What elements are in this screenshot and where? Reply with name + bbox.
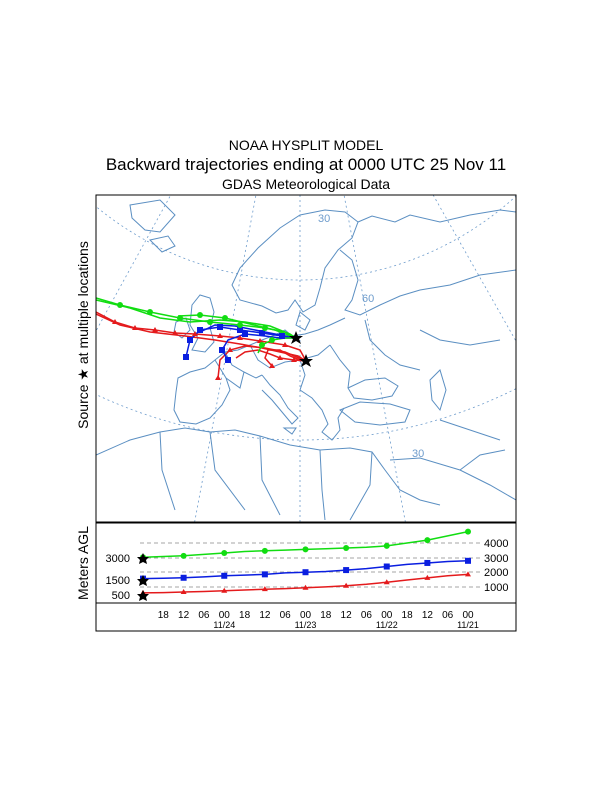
height-label-4000: 4000	[484, 538, 508, 550]
profile-point-2-16	[465, 528, 471, 535]
profile-y-axis-label: Meters AGL	[75, 526, 91, 600]
profile-point-1-16	[465, 557, 471, 564]
profile-point-1-6	[261, 571, 268, 578]
lat-label-60: 60	[362, 293, 374, 305]
hour-tick-2: 06	[198, 610, 210, 621]
hour-tick-11: 00	[381, 610, 393, 621]
hour-tick-labels: 18 12 06 00 18 12 06 00 18 12 06 00 18 12 06 00	[158, 610, 474, 621]
hour-tick-3: 00	[219, 610, 231, 621]
profile-point-0-4	[221, 587, 228, 593]
profile-point-2-14	[424, 537, 431, 544]
latitude-grid	[96, 195, 516, 441]
profile-point-0-10	[343, 582, 350, 588]
start-stars	[137, 553, 149, 601]
svg-text:Source ★ at multiple locations: Source ★ at multiple locations	[75, 241, 91, 429]
start-height-1500: 1500	[106, 575, 130, 587]
profile-point-0-6	[261, 586, 268, 592]
hour-tick-8: 18	[320, 610, 332, 621]
trajectory-subtitle: Backward trajectories ending at 0000 UTC…	[105, 155, 507, 174]
hour-tick-0: 18	[158, 610, 170, 621]
hour-tick-15: 00	[462, 610, 474, 621]
hour-tick-7: 00	[300, 610, 312, 621]
profile-point-0-8	[302, 584, 309, 590]
hour-tick-6: 06	[280, 610, 292, 621]
hour-tick-5: 12	[259, 610, 271, 621]
profile-point-1-14	[424, 559, 431, 566]
date-tick-1: 11/23	[295, 620, 317, 630]
start-height-500: 500	[112, 590, 130, 602]
height-label-2000: 2000	[484, 567, 508, 579]
date-tick-3: 11/21	[457, 620, 479, 630]
height-label-3000: 3000	[484, 553, 508, 565]
longitude-grid	[96, 195, 516, 522]
source-side-label: Source ★ at multiple locations	[75, 241, 91, 429]
profile-point-0-14	[424, 574, 431, 580]
hour-tick-14: 06	[442, 610, 454, 621]
profile-line-2	[142, 530, 469, 559]
hour-tick-4: 18	[239, 610, 251, 621]
profile-series	[140, 528, 471, 595]
date-tick-labels: 11/24 11/23 11/22 11/21	[213, 620, 479, 630]
profile-point-1-10	[343, 567, 350, 574]
hour-tick-12: 18	[402, 610, 414, 621]
lat-label-30-south: 30	[412, 448, 424, 460]
profile-point-1-8	[302, 569, 309, 576]
hour-tick-10: 06	[361, 610, 373, 621]
height-label-1000: 1000	[484, 582, 508, 594]
lat-label-30-north: 30	[318, 213, 330, 225]
profile-point-1-12	[383, 563, 390, 570]
profile-point-0-12	[383, 579, 390, 585]
model-title: NOAA HYSPLIT MODEL	[228, 137, 384, 153]
profile-point-2-6	[261, 547, 268, 554]
start-height-3000: 3000	[106, 553, 130, 565]
hour-tick-9: 12	[341, 610, 353, 621]
svg-text:Meters AGL: Meters AGL	[75, 526, 91, 600]
trajectory-markers	[112, 302, 313, 380]
map-frame	[95, 194, 517, 523]
time-axis-frame	[95, 602, 517, 632]
hour-tick-1: 12	[178, 610, 190, 621]
profile-point-2-10	[343, 544, 350, 551]
map-area: 30 60 30	[96, 195, 516, 522]
profile-point-1-2	[180, 574, 187, 581]
profile-point-2-8	[302, 546, 309, 553]
profile-point-2-2	[180, 552, 187, 559]
met-data-label: GDAS Meteorological Data	[221, 176, 391, 192]
date-tick-0: 11/24	[213, 620, 235, 630]
date-tick-2: 11/22	[376, 620, 398, 630]
profile-point-2-4	[221, 549, 228, 556]
profile-point-1-4	[221, 572, 228, 579]
profile-point-2-12	[383, 542, 390, 549]
profile-point-0-16	[465, 571, 471, 577]
profile-point-0-2	[180, 589, 187, 595]
hour-tick-13: 12	[422, 610, 434, 621]
